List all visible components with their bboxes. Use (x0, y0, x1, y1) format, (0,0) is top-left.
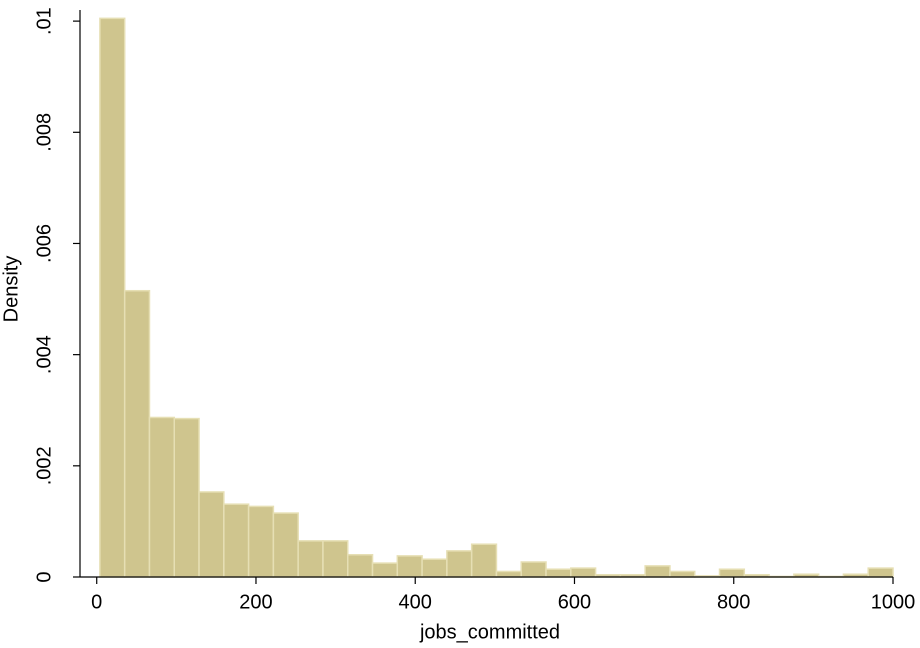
bar (570, 567, 597, 578)
bar (322, 540, 349, 578)
bar (545, 568, 572, 578)
x-tick-label: 800 (717, 591, 750, 613)
x-tick-label: 600 (558, 591, 591, 613)
x-tick-label: 1000 (871, 591, 916, 613)
bar (173, 417, 200, 578)
x-tick-label: 400 (399, 591, 432, 613)
bar (198, 491, 225, 578)
bar (99, 17, 126, 578)
y-tick-label: .002 (33, 446, 55, 485)
bar (272, 512, 299, 578)
y-tick-label: .01 (33, 7, 55, 35)
bar (495, 570, 522, 578)
bar (223, 503, 250, 578)
y-axis-label: Density (0, 256, 22, 323)
bar (446, 550, 473, 578)
bar (123, 289, 151, 578)
bar (396, 555, 423, 578)
bar (470, 543, 498, 578)
bar (520, 561, 547, 578)
bar (371, 562, 399, 578)
x-tick-label: 0 (91, 591, 102, 613)
y-tick-label: .006 (33, 224, 55, 263)
bar (718, 568, 746, 578)
bar (867, 567, 894, 578)
bar (669, 570, 696, 578)
bar (421, 558, 448, 578)
bar (346, 554, 374, 578)
bar (148, 416, 176, 578)
bar (644, 565, 671, 578)
x-axis-label: jobs_committed (419, 621, 560, 643)
x-tick-label: 200 (239, 591, 272, 613)
y-tick-label: .008 (33, 113, 55, 152)
y-tick-label: .004 (33, 335, 55, 374)
bar (247, 505, 275, 578)
y-tick-label: 0 (33, 571, 55, 582)
bar (297, 540, 324, 578)
